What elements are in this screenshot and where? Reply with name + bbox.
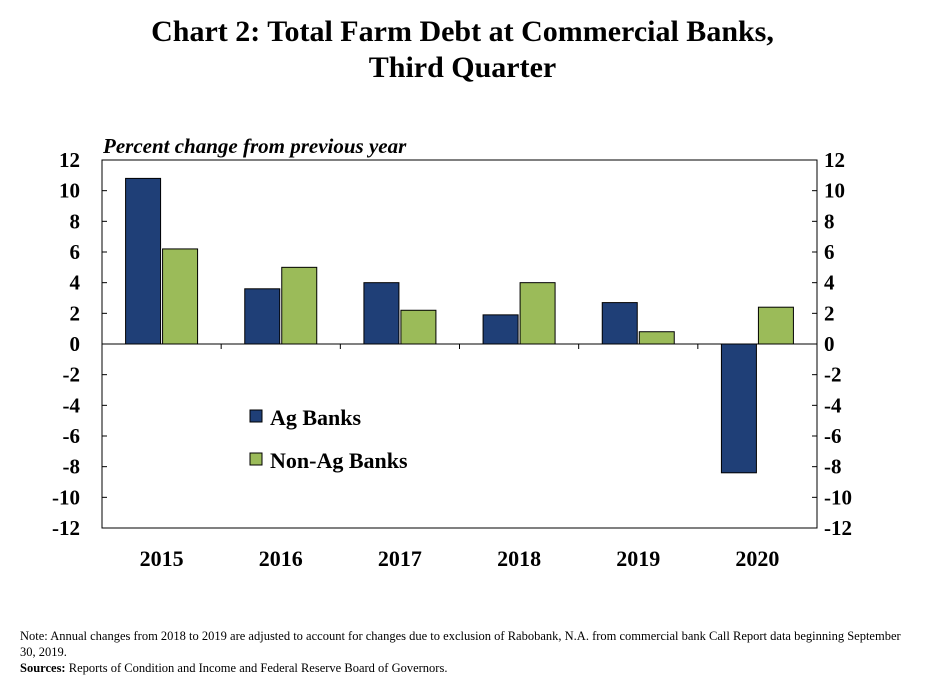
y-tick-label-right: 10 bbox=[824, 179, 845, 203]
y-tick-label-right: -4 bbox=[824, 393, 842, 417]
y-tick-label-right: 12 bbox=[824, 148, 845, 172]
y-tick-label-left: 4 bbox=[70, 271, 81, 295]
sources-line: Sources: Reports of Condition and Income… bbox=[20, 660, 910, 676]
bar-ag-banks-2015 bbox=[125, 177, 162, 345]
y-tick-label-left: -6 bbox=[63, 424, 81, 448]
y-tick-label-right: -12 bbox=[824, 516, 852, 540]
legend-label-ag-banks: Ag Banks bbox=[270, 405, 362, 430]
y-tick-label-right: 4 bbox=[824, 271, 835, 295]
y-tick-label-right: 0 bbox=[824, 332, 835, 356]
bar-non-ag-banks-2017 bbox=[400, 309, 437, 345]
y-tick-label-left: 10 bbox=[59, 179, 80, 203]
x-tick-label-2015: 2015 bbox=[140, 546, 184, 571]
bar-ag-banks-2018 bbox=[482, 314, 519, 345]
bar-ag-banks-2017 bbox=[363, 282, 400, 345]
y-tick-label-left: -8 bbox=[63, 455, 81, 479]
x-tick-label-2018: 2018 bbox=[497, 546, 541, 571]
bars-layer bbox=[125, 177, 794, 474]
x-tick-label-2020: 2020 bbox=[735, 546, 779, 571]
y-tick-label-right: -10 bbox=[824, 485, 852, 509]
y-tick-label-left: 8 bbox=[70, 209, 81, 233]
y-tick-label-right: -2 bbox=[824, 363, 842, 387]
legend-swatch-ag-banks bbox=[249, 409, 263, 423]
chart-title-line-2: Third Quarter bbox=[368, 51, 557, 84]
y-tick-label-left: 0 bbox=[70, 332, 81, 356]
legend-label-non-ag-banks: Non-Ag Banks bbox=[270, 448, 408, 473]
y-tick-label-left: 2 bbox=[70, 301, 81, 325]
x-tick-label-2017: 2017 bbox=[378, 546, 422, 571]
x-tick-label-2016: 2016 bbox=[259, 546, 303, 571]
legend-swatch-non-ag-banks bbox=[249, 452, 263, 466]
bar-non-ag-banks-2020 bbox=[757, 306, 794, 345]
legend: Ag Banks Non-Ag Banks bbox=[249, 405, 408, 473]
y-tick-label-right: 8 bbox=[824, 209, 835, 233]
y-tick-label-right: 2 bbox=[824, 301, 835, 325]
y-axis-label: Percent change from previous year bbox=[102, 134, 407, 158]
y-tick-label-left: 12 bbox=[59, 148, 80, 172]
bar-ag-banks-2016 bbox=[244, 288, 281, 345]
y-tick-label-left: -10 bbox=[52, 485, 80, 509]
y-tick-label-right: -8 bbox=[824, 455, 842, 479]
bar-non-ag-banks-2018 bbox=[519, 282, 556, 345]
y-tick-label-right: -6 bbox=[824, 424, 842, 448]
bar-non-ag-banks-2016 bbox=[281, 266, 318, 345]
y-tick-label-left: -12 bbox=[52, 516, 80, 540]
chart-notes: Note: Annual changes from 2018 to 2019 a… bbox=[20, 628, 910, 676]
bar-ag-banks-2020 bbox=[720, 343, 757, 474]
x-tick-label-2019: 2019 bbox=[616, 546, 660, 571]
axes-layer: 12 12 10 10 8 8 6 6 4 4 2 2 0 0 -2 -2 -4 -4 -6 -6 -8 -8 -10 -10… bbox=[52, 148, 852, 571]
sources-label: Sources: bbox=[20, 661, 66, 675]
chart-title-line-1: Chart 2: Total Farm Debt at Commercial B… bbox=[151, 15, 774, 48]
y-tick-label-left: 6 bbox=[70, 240, 81, 264]
sources-text: Reports of Condition and Income and Fede… bbox=[65, 661, 448, 675]
chart-title: Chart 2: Total Farm Debt at Commercial B… bbox=[0, 14, 925, 86]
y-tick-label-left: -2 bbox=[63, 363, 81, 387]
note-text: Note: Annual changes from 2018 to 2019 a… bbox=[20, 629, 901, 659]
bar-non-ag-banks-2019 bbox=[638, 331, 675, 345]
y-tick-label-right: 6 bbox=[824, 240, 835, 264]
bar-non-ag-banks-2015 bbox=[162, 248, 199, 345]
y-tick-label-left: -4 bbox=[63, 393, 81, 417]
bar-ag-banks-2019 bbox=[601, 302, 638, 345]
